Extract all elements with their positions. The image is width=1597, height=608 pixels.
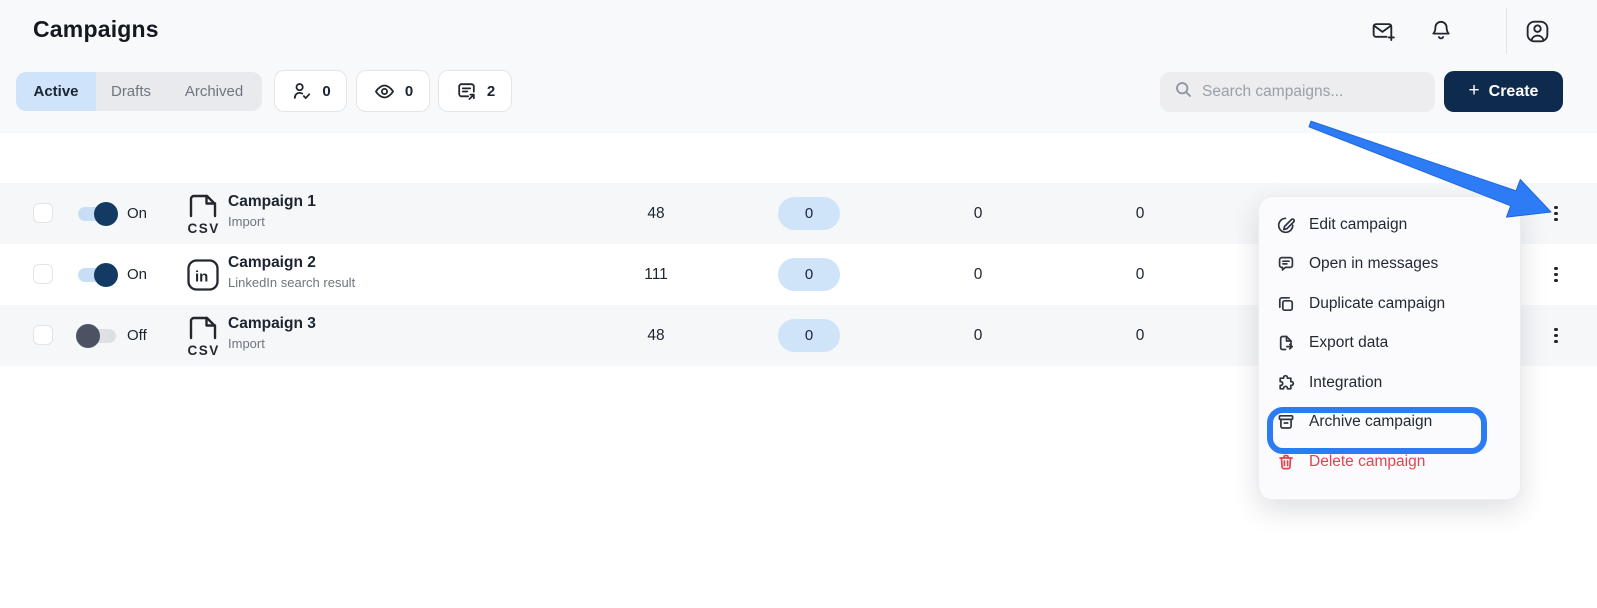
progress-badge: 0 [778, 197, 840, 230]
bell-icon[interactable] [1427, 17, 1455, 45]
stat-value: 0 [973, 204, 983, 222]
campaign-toggle[interactable] [78, 263, 118, 287]
menu-item-label: Export data [1309, 334, 1389, 352]
search-box [1160, 72, 1435, 112]
campaign-toggle[interactable] [78, 202, 118, 226]
menu-item-label: Archive campaign [1309, 413, 1433, 431]
eye-icon [373, 80, 396, 103]
campaign-name: Campaign 3 [228, 315, 316, 332]
user-check-icon [290, 80, 313, 103]
table-row: On in Campaign 2 LinkedIn search result … [0, 244, 1597, 305]
menu-item-archive-campaign[interactable]: Archive campaign [1259, 403, 1520, 443]
csv-file-icon: CSV [184, 314, 222, 358]
progress-badge: 0 [778, 258, 840, 291]
status-tabs: Active Drafts Archived [16, 72, 262, 111]
stat-value: 0 [1135, 265, 1145, 283]
stat-value: 0 [973, 326, 983, 344]
leads-count: 111 [644, 265, 668, 283]
menu-item-label: Edit campaign [1309, 215, 1408, 233]
campaign-source: Import [228, 214, 265, 229]
plus-icon: + [1468, 79, 1480, 101]
tab-archived[interactable]: Archived [166, 72, 262, 111]
messages-counter[interactable]: 2 [438, 70, 512, 112]
toggle-knob [94, 202, 118, 226]
row-menu-button[interactable] [1544, 323, 1568, 348]
stat-value: 0 [1135, 204, 1145, 222]
duplicate-icon [1276, 294, 1296, 314]
menu-item-delete-campaign[interactable]: Delete campaign [1259, 442, 1520, 482]
menu-item-label: Open in messages [1309, 255, 1439, 273]
search-icon [1174, 80, 1193, 104]
leads-count: 48 [647, 326, 665, 344]
stat-value: 0 [973, 265, 983, 283]
toggle-state-label: On [127, 205, 148, 222]
row-checkbox[interactable] [33, 264, 53, 284]
campaign-info[interactable]: Campaign 2 LinkedIn search result [228, 254, 355, 290]
header-divider [1506, 8, 1507, 54]
tab-active[interactable]: Active [16, 72, 96, 111]
menu-item-integration[interactable]: Integration [1259, 363, 1520, 403]
create-button-label: Create [1488, 82, 1539, 100]
toggle-knob [94, 263, 118, 287]
messages-count: 2 [486, 82, 496, 100]
toggle-state-label: On [127, 266, 148, 283]
integration-icon [1276, 373, 1296, 393]
toggle-knob [76, 324, 100, 348]
svg-text:CSV: CSV [188, 343, 220, 358]
search-input[interactable] [1202, 83, 1423, 101]
account-icon[interactable] [1523, 17, 1551, 45]
row-menu-button[interactable] [1544, 201, 1568, 226]
menu-item-export-data[interactable]: Export data [1259, 324, 1520, 364]
campaign-source: Import [228, 336, 265, 351]
svg-text:CSV: CSV [188, 221, 220, 236]
row-checkbox[interactable] [33, 203, 53, 223]
menu-item-duplicate-campaign[interactable]: Duplicate campaign [1259, 284, 1520, 324]
campaign-toggle[interactable] [76, 324, 116, 348]
delete-icon [1276, 452, 1296, 472]
edit-icon [1276, 215, 1296, 235]
menu-item-label: Delete campaign [1309, 452, 1426, 470]
menu-item-label: Integration [1309, 373, 1383, 391]
export-icon [1276, 333, 1296, 353]
menu-item-edit-campaign[interactable]: Edit campaign [1259, 205, 1520, 245]
header: Campaigns Active D [0, 0, 1597, 133]
message-sent-icon [455, 80, 478, 103]
archive-icon [1276, 412, 1296, 432]
create-button[interactable]: + Create [1444, 71, 1563, 112]
page-title: Campaigns [33, 16, 159, 42]
row-checkbox[interactable] [33, 325, 53, 345]
progress-badge: 0 [778, 319, 840, 352]
menu-item-label: Duplicate campaign [1309, 294, 1446, 312]
mail-plus-icon[interactable] [1369, 17, 1397, 45]
menu-item-open-in-messages[interactable]: Open in messages [1259, 245, 1520, 285]
campaign-name: Campaign 2 [228, 254, 316, 271]
row-context-menu: Edit campaign Open in messages Duplicate… [1258, 196, 1521, 500]
row-menu-button[interactable] [1544, 262, 1568, 287]
tab-drafts[interactable]: Drafts [96, 72, 166, 111]
toggle-state-label: Off [127, 327, 147, 344]
campaign-source: LinkedIn search result [228, 275, 356, 290]
views-count: 0 [404, 82, 414, 100]
campaign-info[interactable]: Campaign 3 Import [228, 315, 316, 351]
linkedin-icon: in [184, 253, 222, 297]
svg-text:in: in [195, 269, 208, 286]
csv-file-icon: CSV [184, 192, 222, 236]
leads-count: 48 [647, 204, 665, 222]
stat-value: 0 [1135, 326, 1145, 344]
views-counter[interactable]: 0 [356, 70, 430, 112]
campaign-name: Campaign 1 [228, 193, 316, 210]
connections-count: 0 [322, 82, 331, 100]
messages-icon [1276, 254, 1296, 274]
connections-counter[interactable]: 0 [274, 70, 347, 112]
campaign-info[interactable]: Campaign 1 Import [228, 193, 316, 229]
